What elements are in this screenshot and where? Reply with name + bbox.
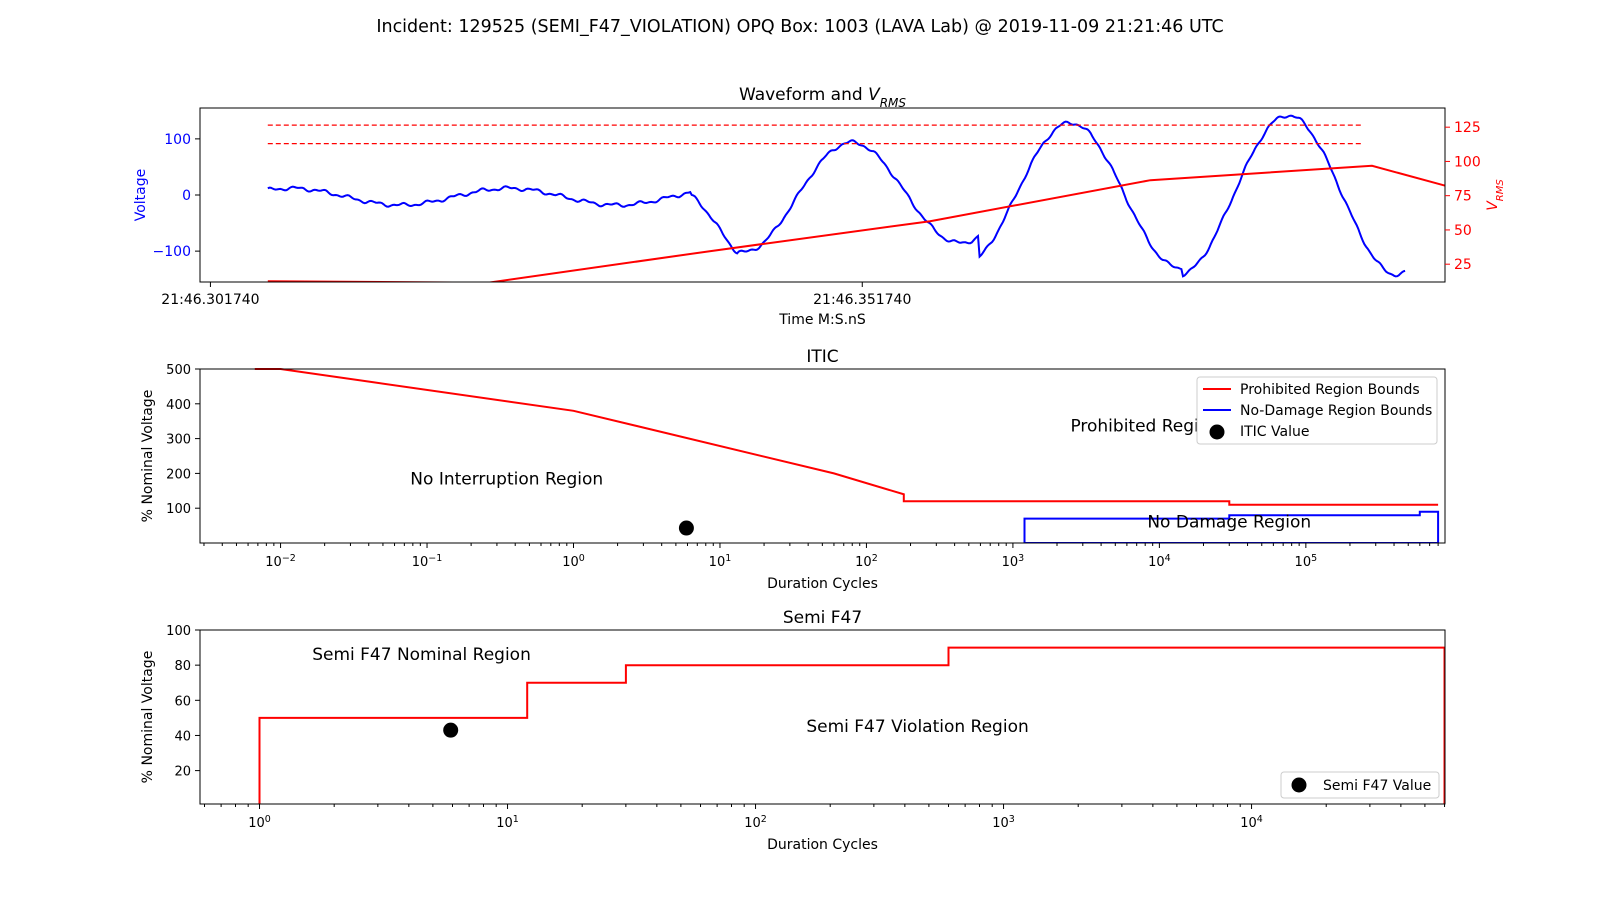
x-tick-label-text: 101 bbox=[709, 553, 732, 571]
value-point bbox=[443, 722, 459, 738]
itic-legend: Prohibited Region Bounds No-Damage Region… bbox=[1196, 376, 1438, 445]
y-tick-label: 500 bbox=[166, 363, 191, 378]
x-tick-label-text: 100 bbox=[562, 553, 585, 571]
left-tick-label: 0 bbox=[182, 188, 191, 204]
legend-label: No-Damage Region Bounds bbox=[1240, 403, 1432, 419]
x-axis-label: Duration Cycles bbox=[767, 576, 878, 592]
x-tick-label-text: 105 bbox=[1295, 553, 1318, 571]
legend-box bbox=[1280, 771, 1440, 799]
x-axis-label: Time M:S.nS bbox=[778, 312, 866, 328]
legend-label: Prohibited Region Bounds bbox=[1240, 382, 1420, 398]
bound-line bbox=[258, 646, 1446, 804]
waveform-line bbox=[267, 114, 1406, 278]
left-axis-label: Voltage bbox=[133, 169, 149, 222]
x-tick-label-text: 104 bbox=[1148, 553, 1171, 571]
x-tick-label: 101 bbox=[496, 814, 519, 832]
legend-swatch bbox=[1291, 777, 1307, 793]
itic-panel: ITIC Prohibited Region No Interruption Reg… bbox=[140, 347, 1446, 592]
x-tick-label-text: 101 bbox=[496, 814, 519, 832]
x-tick-label-text: 10−1 bbox=[412, 553, 443, 571]
region-label: Prohibited Region bbox=[1070, 417, 1220, 437]
figure-title: Incident: 129525 (SEMI_F47_VIOLATION) OP… bbox=[376, 17, 1223, 37]
panel-title: Semi F47 bbox=[783, 608, 862, 628]
right-axis-label: VRMS bbox=[1485, 179, 1506, 211]
y-tick-label: 40 bbox=[174, 729, 191, 744]
y-axis-label: % Nominal Voltage bbox=[140, 390, 156, 523]
x-tick-label: 104 bbox=[1240, 814, 1263, 832]
x-tick-label-text: 102 bbox=[744, 814, 767, 832]
y-tick-label: 300 bbox=[166, 433, 191, 448]
x-tick-label: 10−2 bbox=[265, 553, 296, 571]
value-point bbox=[678, 520, 694, 536]
x-tick-label: 100 bbox=[248, 814, 271, 832]
bound-line bbox=[254, 368, 1439, 506]
region-label: No Interruption Region bbox=[410, 470, 603, 490]
y-tick-label: 100 bbox=[166, 502, 191, 517]
vrms-line bbox=[267, 164, 1445, 282]
x-tick-label: 21:46.301740 bbox=[161, 292, 259, 308]
region-label: No Damage Region bbox=[1147, 512, 1311, 532]
x-tick-label: 100 bbox=[562, 553, 585, 571]
y-tick-label: 60 bbox=[174, 694, 191, 709]
x-tick-label: 103 bbox=[992, 814, 1015, 832]
legend-label: Semi F47 Value bbox=[1323, 778, 1431, 794]
x-tick-label-text: 103 bbox=[1002, 553, 1025, 571]
legend-box bbox=[1196, 376, 1438, 445]
x-axis-label: Duration Cycles bbox=[767, 837, 878, 853]
x-tick-label: 10−1 bbox=[412, 553, 443, 571]
right-tick-label: 50 bbox=[1454, 223, 1472, 239]
y-tick-label: 400 bbox=[166, 398, 191, 413]
y-tick-label: 80 bbox=[174, 659, 191, 674]
right-tick-label: 100 bbox=[1454, 154, 1481, 170]
semi-f47-panel: Semi F47 Semi F47 Nominal Region Semi F47 … bbox=[140, 608, 1446, 853]
legend-label: ITIC Value bbox=[1240, 424, 1309, 440]
left-tick-label: 100 bbox=[164, 132, 191, 148]
y-axis-label: % Nominal Voltage bbox=[140, 651, 156, 784]
x-tick-label: 21:46.351740 bbox=[813, 292, 911, 308]
x-tick-label: 101 bbox=[709, 553, 732, 571]
panel-title: ITIC bbox=[806, 347, 838, 367]
waveform-title: Waveform and VRMS bbox=[739, 85, 906, 110]
left-tick-label: −100 bbox=[153, 244, 191, 260]
right-tick-label: 125 bbox=[1454, 120, 1481, 136]
region-label: Semi F47 Nominal Region bbox=[312, 645, 531, 665]
x-tick-label: 102 bbox=[855, 553, 878, 571]
x-tick-label-text: 104 bbox=[1240, 814, 1263, 832]
y-tick-label: 20 bbox=[174, 765, 191, 780]
right-tick-label: 75 bbox=[1454, 189, 1472, 205]
region-label: Semi F47 Violation Region bbox=[806, 717, 1028, 737]
axes-frame bbox=[199, 629, 1446, 805]
x-tick-label: 105 bbox=[1295, 553, 1318, 571]
right-tick-label: 25 bbox=[1454, 257, 1472, 273]
x-tick-label-text: 10−2 bbox=[265, 553, 296, 571]
x-tick-label-text: 103 bbox=[992, 814, 1015, 832]
bound-line bbox=[1023, 510, 1440, 543]
x-tick-label-text: 102 bbox=[855, 553, 878, 571]
x-tick-label: 103 bbox=[1002, 553, 1025, 571]
semi-legend: Semi F47 Value bbox=[1280, 771, 1440, 799]
waveform-panel: Waveform and VRMS −100 0 100 Voltage 25 50 75 10… bbox=[133, 85, 1506, 328]
x-tick-label: 102 bbox=[744, 814, 767, 832]
legend-swatch bbox=[1209, 424, 1225, 440]
y-tick-label: 100 bbox=[166, 624, 191, 639]
y-tick-label: 200 bbox=[166, 467, 191, 482]
x-tick-label: 104 bbox=[1148, 553, 1171, 571]
x-tick-label-text: 100 bbox=[248, 814, 271, 832]
